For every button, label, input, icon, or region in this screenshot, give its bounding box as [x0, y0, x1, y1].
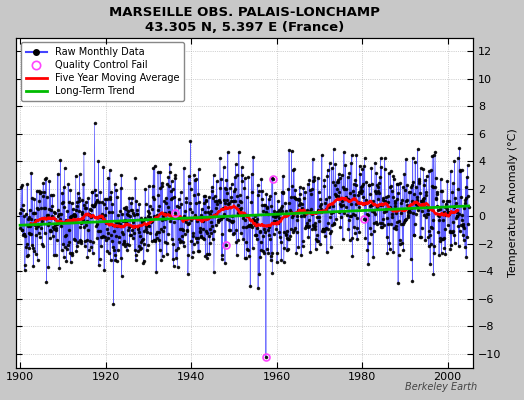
Legend: Raw Monthly Data, Quality Control Fail, Five Year Moving Average, Long-Term Tren: Raw Monthly Data, Quality Control Fail, … [20, 42, 184, 101]
Text: Berkeley Earth: Berkeley Earth [405, 382, 477, 392]
Title: MARSEILLE OBS. PALAIS-LONCHAMP
43.305 N, 5.397 E (France): MARSEILLE OBS. PALAIS-LONCHAMP 43.305 N,… [109, 6, 380, 34]
Y-axis label: Temperature Anomaly (°C): Temperature Anomaly (°C) [508, 128, 518, 277]
